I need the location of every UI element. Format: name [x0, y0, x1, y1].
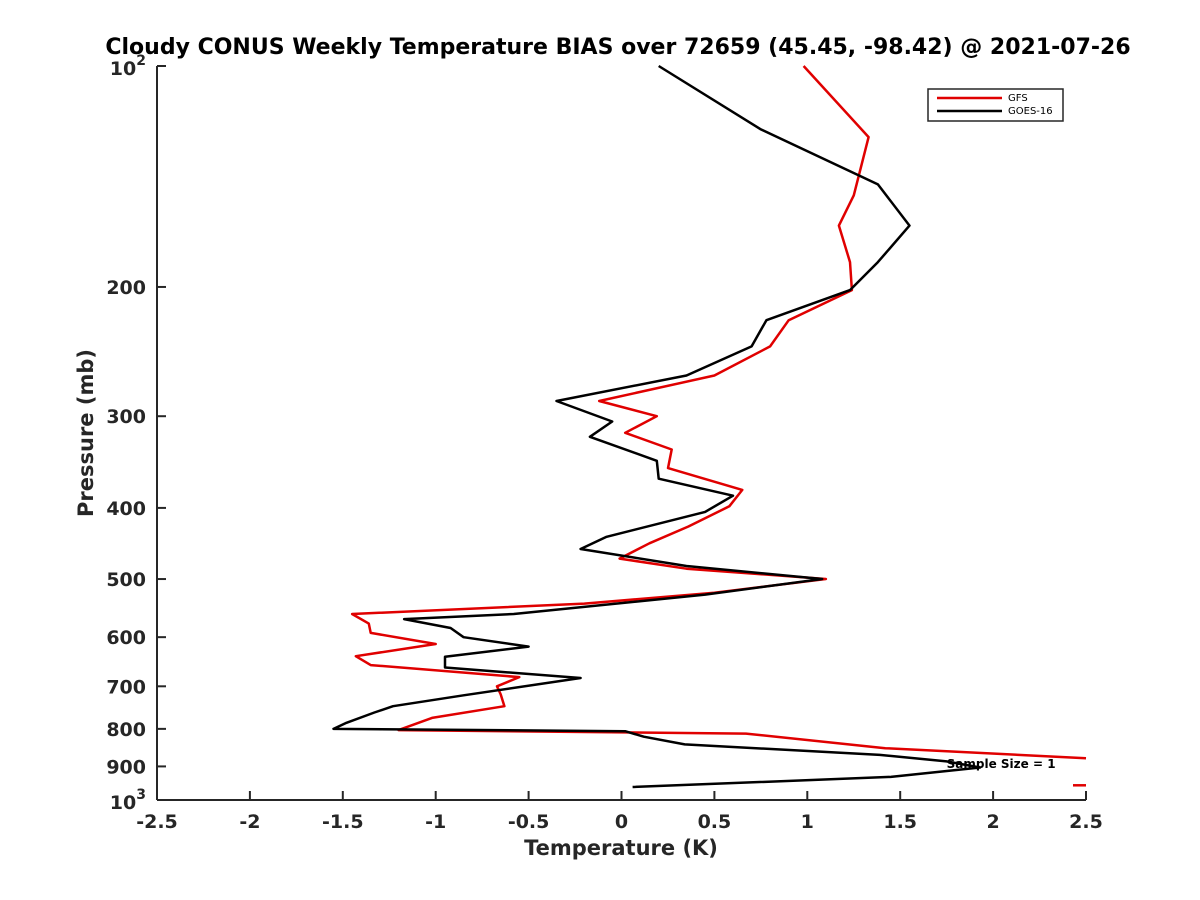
x-tick-label: 0 — [615, 811, 628, 833]
y-axis-ticks: 102 200 300 400 500 600 700 800 900 103 — [106, 53, 166, 814]
y-tick-label: 500 — [106, 569, 146, 591]
y-tick-label: 700 — [106, 676, 146, 698]
x-tick-label: 2 — [986, 811, 999, 833]
legend-box — [927, 88, 1064, 122]
y-tick-label: 200 — [106, 277, 146, 299]
x-tick-label: 1.5 — [883, 811, 917, 833]
sample-size-annotation: Sample Size = 1 — [947, 757, 1056, 771]
y-tick-label: 600 — [106, 627, 146, 649]
x-tick-label: -1.5 — [322, 811, 364, 833]
y-tick-label: 300 — [106, 406, 146, 428]
y-tick-label: 800 — [106, 719, 146, 741]
x-tick-label: -1 — [425, 811, 446, 833]
x-tick-label: -0.5 — [508, 811, 550, 833]
x-tick-label: 2.5 — [1069, 811, 1103, 833]
series-layer — [332, 64, 1087, 789]
legend-label-gfs: GFS — [1008, 93, 1028, 104]
x-tick-label: 0.5 — [698, 811, 732, 833]
chart-title: Cloudy CONUS Weekly Temperature BIAS ove… — [105, 35, 1130, 60]
legend: GFS GOES-16 — [927, 88, 1064, 122]
x-tick-label: -2 — [239, 811, 260, 833]
y-tick-label: 900 — [106, 756, 146, 778]
legend-label-goes16: GOES-16 — [1008, 106, 1053, 117]
x-axis-label: Temperature (K) — [524, 836, 718, 860]
x-axis-ticks: -2.5 -2 -1.5 -1 -0.5 0 0.5 1 1.5 2 2.5 — [136, 791, 1103, 833]
y-tick-label: 102 — [110, 53, 146, 80]
series-line-goes-16 — [332, 64, 982, 789]
x-tick-label: -2.5 — [136, 811, 178, 833]
x-tick-label: 1 — [801, 811, 814, 833]
series-line-gfs — [350, 65, 1087, 760]
y-tick-label: 103 — [110, 787, 146, 814]
y-tick-label: 400 — [106, 498, 146, 520]
y-axis-label: Pressure (mb) — [74, 349, 98, 517]
